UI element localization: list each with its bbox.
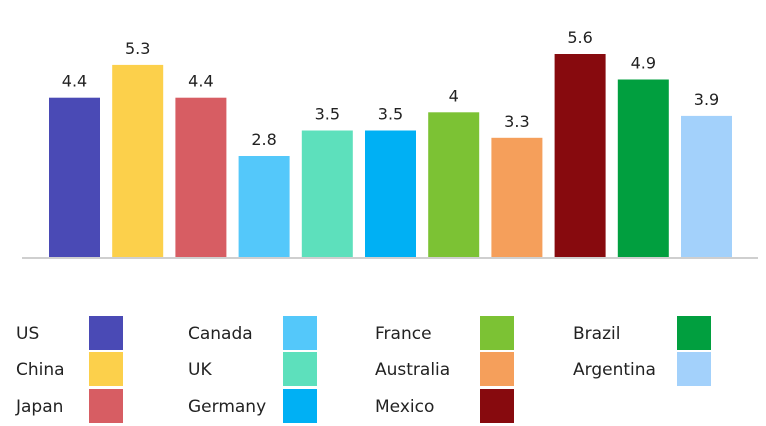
legend-label-france: France [375, 324, 432, 344]
value-label-brazil: 4.9 [631, 54, 656, 73]
legend-swatch-uk [283, 352, 317, 386]
legend-label-uk: UK [188, 360, 212, 380]
legend-swatch-germany [283, 389, 317, 423]
bar-brazil [617, 79, 669, 258]
legend-label-japan: Japan [16, 397, 64, 417]
legend-swatch-france [480, 316, 514, 350]
legend-label-mexico: Mexico [375, 397, 435, 417]
bar-argentina [681, 115, 732, 259]
value-label-mexico: 5.6 [567, 28, 592, 47]
legend-label-brazil: Brazil [573, 324, 621, 344]
legend-swatch-canada [283, 316, 317, 350]
value-labels-group: 4.4 5.3 4.4 2.8 3.5 3.5 4 3.3 5.6 4.9 3.9 [62, 28, 719, 149]
legend-swatch-argentina [677, 352, 711, 386]
value-label-uk: 3.5 [315, 105, 340, 124]
legend-swatch-brazil [677, 316, 711, 350]
bar-chart: 4.4 5.3 4.4 2.8 3.5 3.5 4 3.3 5.6 4.9 3.9 [22, 28, 758, 259]
value-label-france: 4 [449, 86, 459, 105]
legend-label-argentina: Argentina [573, 360, 656, 380]
legend-swatch-australia [480, 352, 514, 386]
legend-label-china: China [16, 360, 65, 380]
bar-china [112, 64, 164, 259]
bar-us [49, 97, 100, 258]
legend-swatch-japan [89, 389, 123, 423]
bar-france [428, 112, 480, 258]
value-label-china: 5.3 [125, 39, 150, 58]
bar-germany [365, 130, 416, 258]
value-label-canada: 2.8 [251, 130, 276, 149]
legend-swatch-china [89, 352, 123, 386]
value-label-argentina: 3.9 [694, 90, 719, 109]
legend-label-canada: Canada [188, 324, 253, 344]
legend-swatch-us [89, 316, 123, 350]
value-label-japan: 4.4 [188, 72, 213, 91]
bar-canada [238, 156, 290, 258]
value-label-germany: 3.5 [378, 105, 403, 124]
legend-label-us: US [16, 324, 40, 344]
value-label-us: 4.4 [62, 72, 87, 91]
bars-group [49, 54, 732, 259]
bar-mexico [554, 54, 606, 258]
bar-australia [491, 137, 543, 258]
value-label-australia: 3.3 [504, 112, 529, 131]
legend-label-australia: Australia [375, 360, 451, 380]
bar-uk [301, 130, 353, 258]
legend-label-germany: Germany [188, 397, 267, 417]
bar-japan [175, 97, 227, 258]
legend-swatch-mexico [480, 389, 514, 423]
